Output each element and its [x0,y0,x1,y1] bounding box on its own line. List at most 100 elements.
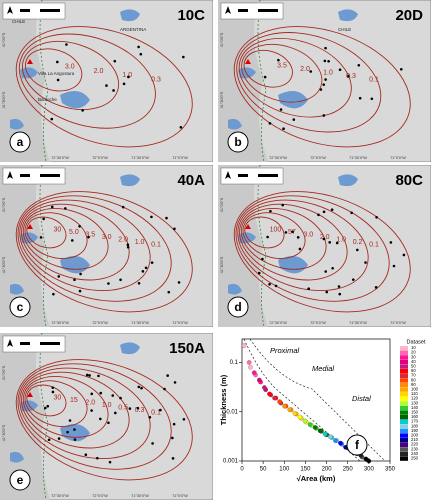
panel-title: 80C [395,172,423,189]
sample-site [325,290,329,294]
lake [120,9,140,22]
map-x-label: 71°0'0"W [172,494,188,498]
data-point [292,411,298,416]
sample-site [85,373,89,377]
sample-site [274,284,278,288]
zone-label: Proximal [270,346,300,355]
sample-site [78,225,81,228]
panel-title: 150A [169,340,205,357]
sample-site [90,409,93,412]
sample-site [99,417,102,421]
x-tick-label: 350 [385,467,396,473]
sample-site [266,235,269,239]
isopach-contour [15,26,193,148]
data-point [257,377,262,383]
map-y-label: 41°30'0"S [2,91,6,108]
legend-label: 80 [411,377,416,382]
data-point [366,458,372,464]
border [39,333,49,500]
plot-frame [241,338,391,462]
lake [238,232,256,244]
sample-site [261,257,264,261]
isopach-contour [19,367,151,460]
sample-site [127,75,130,79]
contour-label: 5.0 [69,229,79,236]
sample-site [322,210,326,214]
legend-title: Dataset [407,339,426,345]
sample-site [277,58,280,62]
contour-label: 0.5 [118,405,128,412]
sample-site [281,203,284,207]
sample-site [73,428,76,431]
sample-site [182,55,185,59]
lake [10,451,24,463]
isopach-contour [243,49,293,88]
lake [20,232,38,244]
sample-site [46,404,50,408]
sample-site [119,396,122,400]
sample-site [279,108,283,111]
legend-label: 160 [411,414,419,419]
sample-site [257,271,261,275]
sample-site [68,419,72,422]
panel-title: 40A [177,172,205,189]
sample-site [111,394,115,397]
sample-site [43,406,47,410]
data-point [287,407,293,413]
y-tick-label: 0.001 [223,459,239,465]
x-tick-label: 250 [343,467,354,473]
sample-site [338,292,342,296]
data-point [307,422,313,427]
legend-swatch [400,396,408,401]
map-x-label: 71°0'0"W [390,321,406,325]
sample-site [73,438,77,441]
legend-swatch [400,405,408,411]
sample-site [126,243,130,247]
isopach-contour [235,195,390,302]
sample-site [179,125,183,129]
lake [20,400,38,412]
sample-site [96,456,99,460]
map-x-label: 72°30'0"W [269,321,287,325]
lake [228,283,242,295]
scale-bar-light [30,342,40,345]
sample-site [148,415,152,419]
panel-letter: c [17,300,24,314]
sample-site [88,374,91,377]
map-x-label: 71°30'0"W [131,156,149,160]
sample-site [167,290,171,294]
lake [238,67,256,79]
legend-swatch [400,364,408,369]
sample-site [328,241,332,244]
legend-label: 200 [411,433,419,438]
contour-label: 1.0 [102,402,112,409]
sample-site [282,127,285,131]
contour-label: 0.1 [151,242,161,249]
sample-site [322,83,326,86]
legend-label: 70 [411,373,416,378]
sample-site [99,391,103,395]
map-y-label: 41°30'0"S [220,256,224,273]
scale-bar-light [30,9,40,12]
legend-swatch [400,433,408,438]
sample-site [121,205,125,209]
sample-site [107,282,110,285]
vent [27,224,33,229]
map-x-label: 72°0'0"W [92,321,108,325]
contour-label: 3.0 [65,63,75,70]
contour-label: 0.1 [369,242,379,249]
contour-label: 2.0 [300,66,310,73]
sample-site [357,63,361,67]
north-arrow [7,171,13,179]
map-y-label: 41°0'0"S [220,197,224,212]
data-point [246,360,252,365]
sample-site [322,114,326,117]
sample-site [166,374,169,377]
legend-swatch [400,346,408,351]
sample-site [50,205,54,209]
zone-label: Medial [312,364,334,373]
x-tick-label: 0 [240,467,244,473]
sample-site [52,292,55,296]
north-arrow [225,6,231,14]
